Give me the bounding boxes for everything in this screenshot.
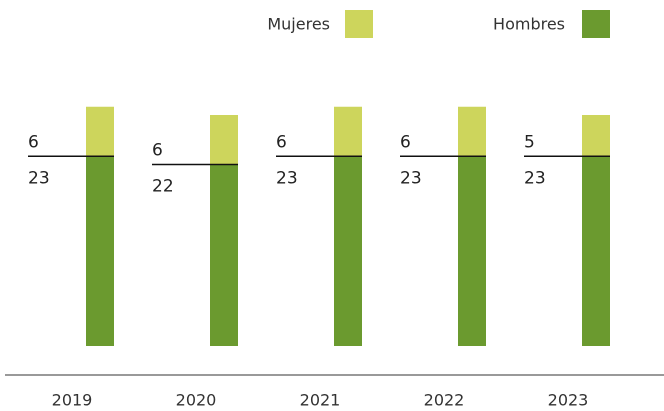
bar-segment [458, 106, 486, 157]
value-label: 22 [152, 177, 174, 197]
value-label: 6 [400, 132, 411, 152]
bar-segment [86, 106, 114, 157]
x-tick-label: 2023 [548, 391, 589, 410]
value-label: 23 [400, 168, 422, 188]
x-tick-label: 2021 [300, 391, 341, 410]
bar-segment [210, 164, 238, 346]
legend-swatch [582, 10, 610, 38]
legend-label: Mujeres [267, 15, 330, 34]
bar-segment [334, 156, 362, 346]
x-tick-label: 2022 [424, 391, 465, 410]
bar-segment [582, 156, 610, 346]
bar-segment [86, 156, 114, 346]
value-label: 23 [276, 168, 298, 188]
bar-segment [582, 115, 610, 157]
legend-swatch [345, 10, 373, 38]
x-tick-label: 2019 [52, 391, 93, 410]
bar-segment [210, 115, 238, 165]
value-label: 6 [152, 141, 163, 161]
value-label: 6 [28, 132, 39, 152]
x-tick-label: 2020 [176, 391, 217, 410]
bar-segment [458, 156, 486, 346]
value-label: 5 [524, 132, 535, 152]
bar-segment [334, 106, 362, 157]
value-label: 23 [28, 168, 50, 188]
value-label: 23 [524, 168, 546, 188]
legend-label: Hombres [493, 15, 565, 34]
value-label: 6 [276, 132, 287, 152]
